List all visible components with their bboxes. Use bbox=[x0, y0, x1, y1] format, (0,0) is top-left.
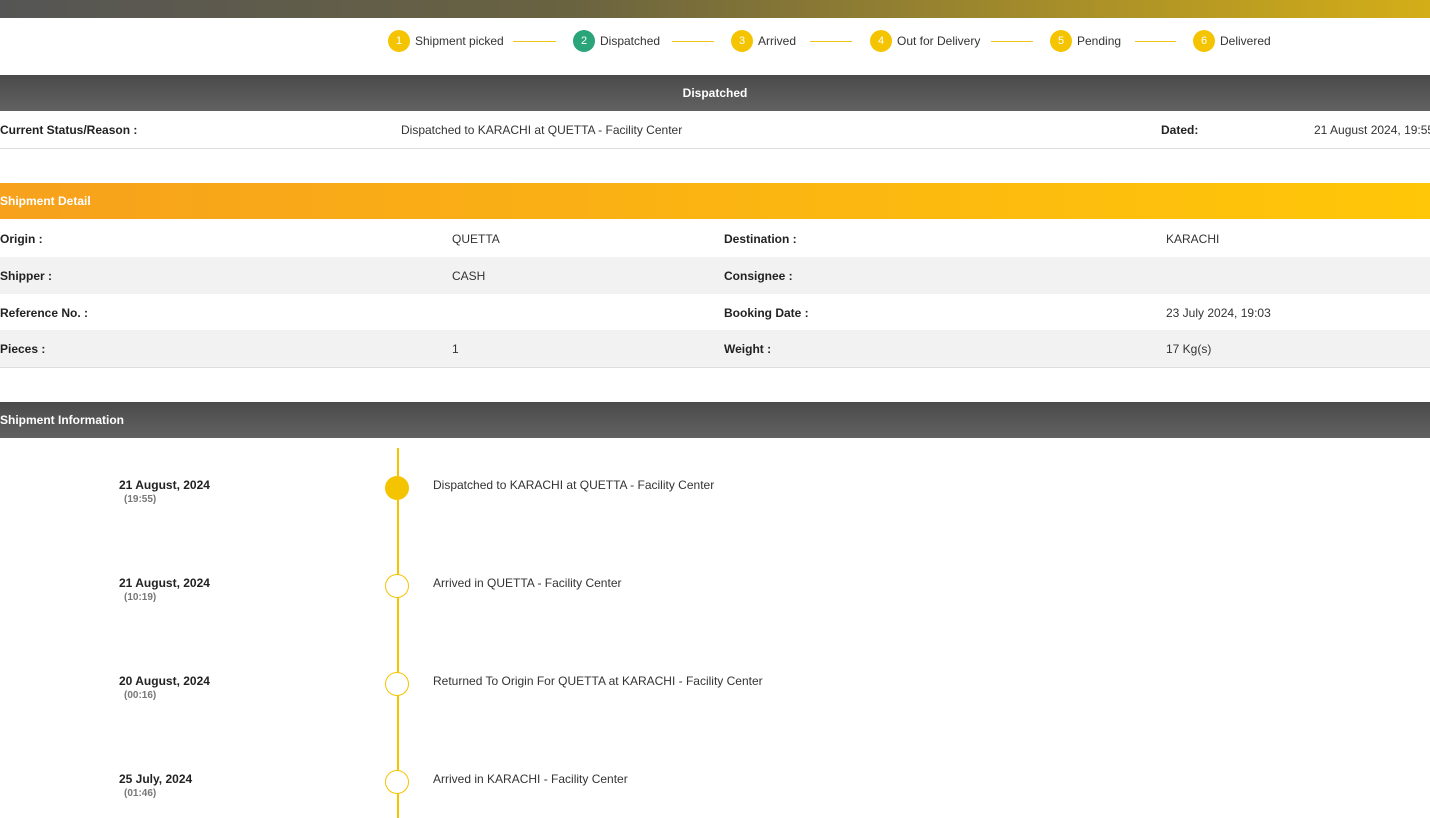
detail-label: Booking Date : bbox=[724, 305, 809, 320]
step-label: Out for Delivery bbox=[897, 34, 981, 48]
status-bar: Dispatched bbox=[0, 75, 1430, 111]
step-label: Pending bbox=[1077, 34, 1122, 48]
step-label: Dispatched bbox=[600, 34, 661, 48]
detail-label: Pieces : bbox=[0, 342, 46, 357]
step-connector bbox=[1135, 41, 1176, 42]
timeline-dot bbox=[385, 476, 409, 500]
detail-label: Origin : bbox=[0, 232, 43, 246]
detail-value: CASH bbox=[452, 268, 486, 283]
step-number: 3 bbox=[731, 30, 753, 52]
step-number: 6 bbox=[1193, 30, 1215, 52]
info-bar: Shipment Information bbox=[0, 402, 1430, 438]
detail-label: Destination : bbox=[724, 232, 797, 246]
detail-value: 17 Kg(s) bbox=[1166, 342, 1212, 357]
event-date: 21 August, 2024 bbox=[119, 478, 210, 492]
detail-row: Origin : QUETTA Destination : KARACHI bbox=[0, 220, 1430, 257]
detail-row: Shipper : CASH Consignee : bbox=[0, 256, 1430, 294]
detail-value: 23 July 2024, 19:03 bbox=[1166, 305, 1271, 320]
event-text: Returned To Origin For QUETTA at KARACHI… bbox=[433, 674, 763, 688]
timeline-dot bbox=[385, 574, 409, 598]
dated-value: 21 August 2024, 19:55 bbox=[1314, 123, 1430, 137]
step-connector bbox=[513, 41, 556, 42]
event-time: (00:16) bbox=[124, 690, 157, 701]
event-time: (10:19) bbox=[124, 592, 157, 603]
step-connector bbox=[810, 41, 852, 42]
top-bar bbox=[0, 0, 1430, 18]
step-number: 2 bbox=[573, 30, 595, 52]
step-number: 1 bbox=[388, 30, 410, 52]
status-row: Current Status/Reason : Dispatched to KA… bbox=[0, 111, 1430, 149]
detail-label: Weight : bbox=[724, 342, 772, 357]
detail-value: 1 bbox=[452, 342, 459, 357]
step-label: Arrived bbox=[758, 34, 797, 48]
detail-border bbox=[0, 367, 1430, 368]
timeline-dot bbox=[385, 672, 409, 696]
status-reason: Dispatched to KARACHI at QUETTA - Facili… bbox=[401, 123, 683, 137]
step-number: 4 bbox=[870, 30, 892, 52]
step-connector bbox=[672, 41, 714, 42]
detail-row: Reference No. : Booking Date : 23 July 202… bbox=[0, 294, 1430, 331]
step-label: Shipment picked bbox=[415, 34, 504, 48]
event-time: (19:55) bbox=[124, 494, 157, 505]
detail-label: Shipper : bbox=[0, 268, 53, 283]
step-number: 5 bbox=[1050, 30, 1072, 52]
event-date: 25 July, 2024 bbox=[119, 772, 193, 786]
detail-bar: Shipment Detail bbox=[0, 183, 1430, 219]
detail-label: Consignee : bbox=[724, 268, 793, 283]
event-date: 20 August, 2024 bbox=[119, 674, 210, 688]
timeline-dot bbox=[385, 770, 409, 794]
event-text: Dispatched to KARACHI at QUETTA - Facili… bbox=[433, 478, 715, 492]
detail-label: Reference No. : bbox=[0, 305, 89, 320]
timeline-line bbox=[397, 448, 399, 818]
step-connector bbox=[991, 41, 1033, 42]
step-label: Delivered bbox=[1220, 34, 1271, 48]
detail-value: QUETTA bbox=[452, 232, 500, 246]
event-date: 21 August, 2024 bbox=[119, 576, 210, 590]
dated-label: Dated: bbox=[1161, 123, 1199, 137]
detail-value: KARACHI bbox=[1166, 232, 1220, 246]
event-text: Arrived in KARACHI - Facility Center bbox=[433, 772, 628, 786]
detail-row: Pieces : 1 Weight : 17 Kg(s) bbox=[0, 330, 1430, 368]
event-time: (01:46) bbox=[124, 788, 157, 799]
status-label: Current Status/Reason : bbox=[0, 123, 138, 137]
event-text: Arrived in QUETTA - Facility Center bbox=[433, 576, 622, 590]
